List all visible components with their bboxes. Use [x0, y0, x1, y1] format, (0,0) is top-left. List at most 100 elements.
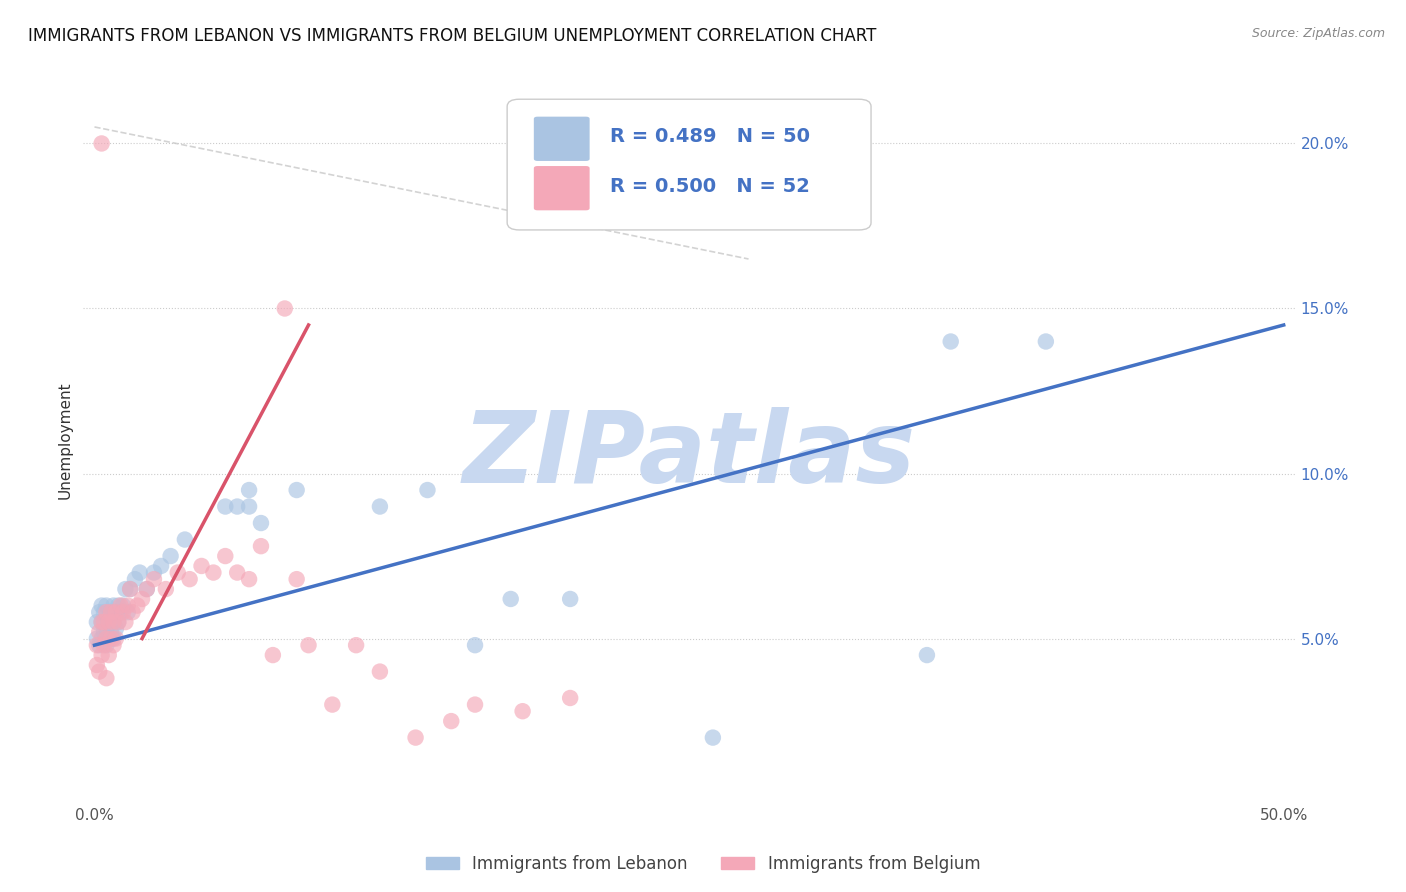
Point — [107, 615, 129, 629]
Text: Source: ZipAtlas.com: Source: ZipAtlas.com — [1251, 27, 1385, 40]
Point — [226, 566, 249, 580]
Point — [250, 516, 273, 530]
Point — [142, 566, 165, 580]
Point — [103, 615, 125, 629]
Point — [121, 605, 143, 619]
Point — [93, 605, 115, 619]
Point — [90, 632, 112, 646]
Point — [93, 624, 115, 639]
Point — [96, 605, 118, 619]
Point — [104, 605, 127, 619]
Point — [96, 622, 118, 636]
Point — [86, 657, 108, 672]
Point — [250, 539, 273, 553]
Point — [117, 605, 139, 619]
Y-axis label: Unemployment: Unemployment — [58, 382, 72, 500]
FancyBboxPatch shape — [508, 99, 872, 230]
Point — [560, 691, 582, 706]
Text: ZIPatlas: ZIPatlas — [463, 407, 915, 504]
Point — [89, 665, 111, 679]
Point — [405, 731, 427, 745]
Point — [114, 615, 136, 629]
Point — [124, 572, 146, 586]
Point — [128, 566, 150, 580]
Point — [560, 591, 582, 606]
Point — [89, 624, 111, 639]
Point — [173, 533, 195, 547]
Point — [100, 632, 122, 646]
Point — [499, 591, 522, 606]
Point — [90, 136, 112, 151]
Point — [702, 731, 724, 745]
Point — [1035, 334, 1057, 349]
Point — [107, 599, 129, 613]
Point — [262, 648, 284, 662]
Point — [110, 599, 132, 613]
Point — [103, 632, 125, 646]
Point — [416, 483, 439, 497]
Point — [214, 549, 236, 563]
Point — [166, 566, 188, 580]
Point — [100, 605, 122, 619]
Point — [135, 582, 157, 596]
Point — [464, 638, 486, 652]
Point — [440, 714, 463, 728]
Point — [179, 572, 201, 586]
Point — [150, 558, 173, 573]
Point — [120, 582, 142, 596]
Point — [512, 704, 534, 718]
Point — [131, 591, 153, 606]
Point — [120, 582, 142, 596]
Point — [190, 558, 212, 573]
Point — [368, 665, 391, 679]
Point — [89, 605, 111, 619]
Point — [97, 615, 120, 629]
Point — [93, 615, 115, 629]
Point — [86, 615, 108, 629]
Point — [96, 638, 118, 652]
Point — [285, 572, 308, 586]
Point — [90, 615, 112, 629]
Point — [321, 698, 343, 712]
Point — [112, 605, 135, 619]
Point — [114, 582, 136, 596]
Point — [100, 605, 122, 619]
Point — [97, 648, 120, 662]
FancyBboxPatch shape — [534, 117, 589, 161]
Point — [274, 301, 297, 316]
Point — [214, 500, 236, 514]
Point — [103, 615, 125, 629]
Point — [110, 605, 132, 619]
Point — [127, 599, 149, 613]
Text: R = 0.500   N = 52: R = 0.500 N = 52 — [610, 177, 810, 196]
Point — [104, 632, 127, 646]
Point — [97, 615, 120, 629]
Point — [226, 500, 249, 514]
Point — [285, 483, 308, 497]
Point — [103, 599, 125, 613]
Point — [96, 632, 118, 646]
Point — [103, 638, 125, 652]
Point — [86, 638, 108, 652]
Point — [368, 500, 391, 514]
Point — [464, 698, 486, 712]
Point — [107, 615, 129, 629]
Point — [96, 599, 118, 613]
Point — [90, 648, 112, 662]
Point — [202, 566, 225, 580]
Point — [238, 500, 260, 514]
Point — [135, 582, 157, 596]
Point — [112, 599, 135, 613]
Point — [104, 622, 127, 636]
Point — [159, 549, 181, 563]
Point — [155, 582, 177, 596]
Point — [238, 483, 260, 497]
Point — [915, 648, 938, 662]
Point — [297, 638, 319, 652]
FancyBboxPatch shape — [534, 166, 589, 211]
Point — [117, 599, 139, 613]
Point — [344, 638, 367, 652]
Point — [142, 572, 165, 586]
Point — [238, 572, 260, 586]
Point — [100, 624, 122, 639]
